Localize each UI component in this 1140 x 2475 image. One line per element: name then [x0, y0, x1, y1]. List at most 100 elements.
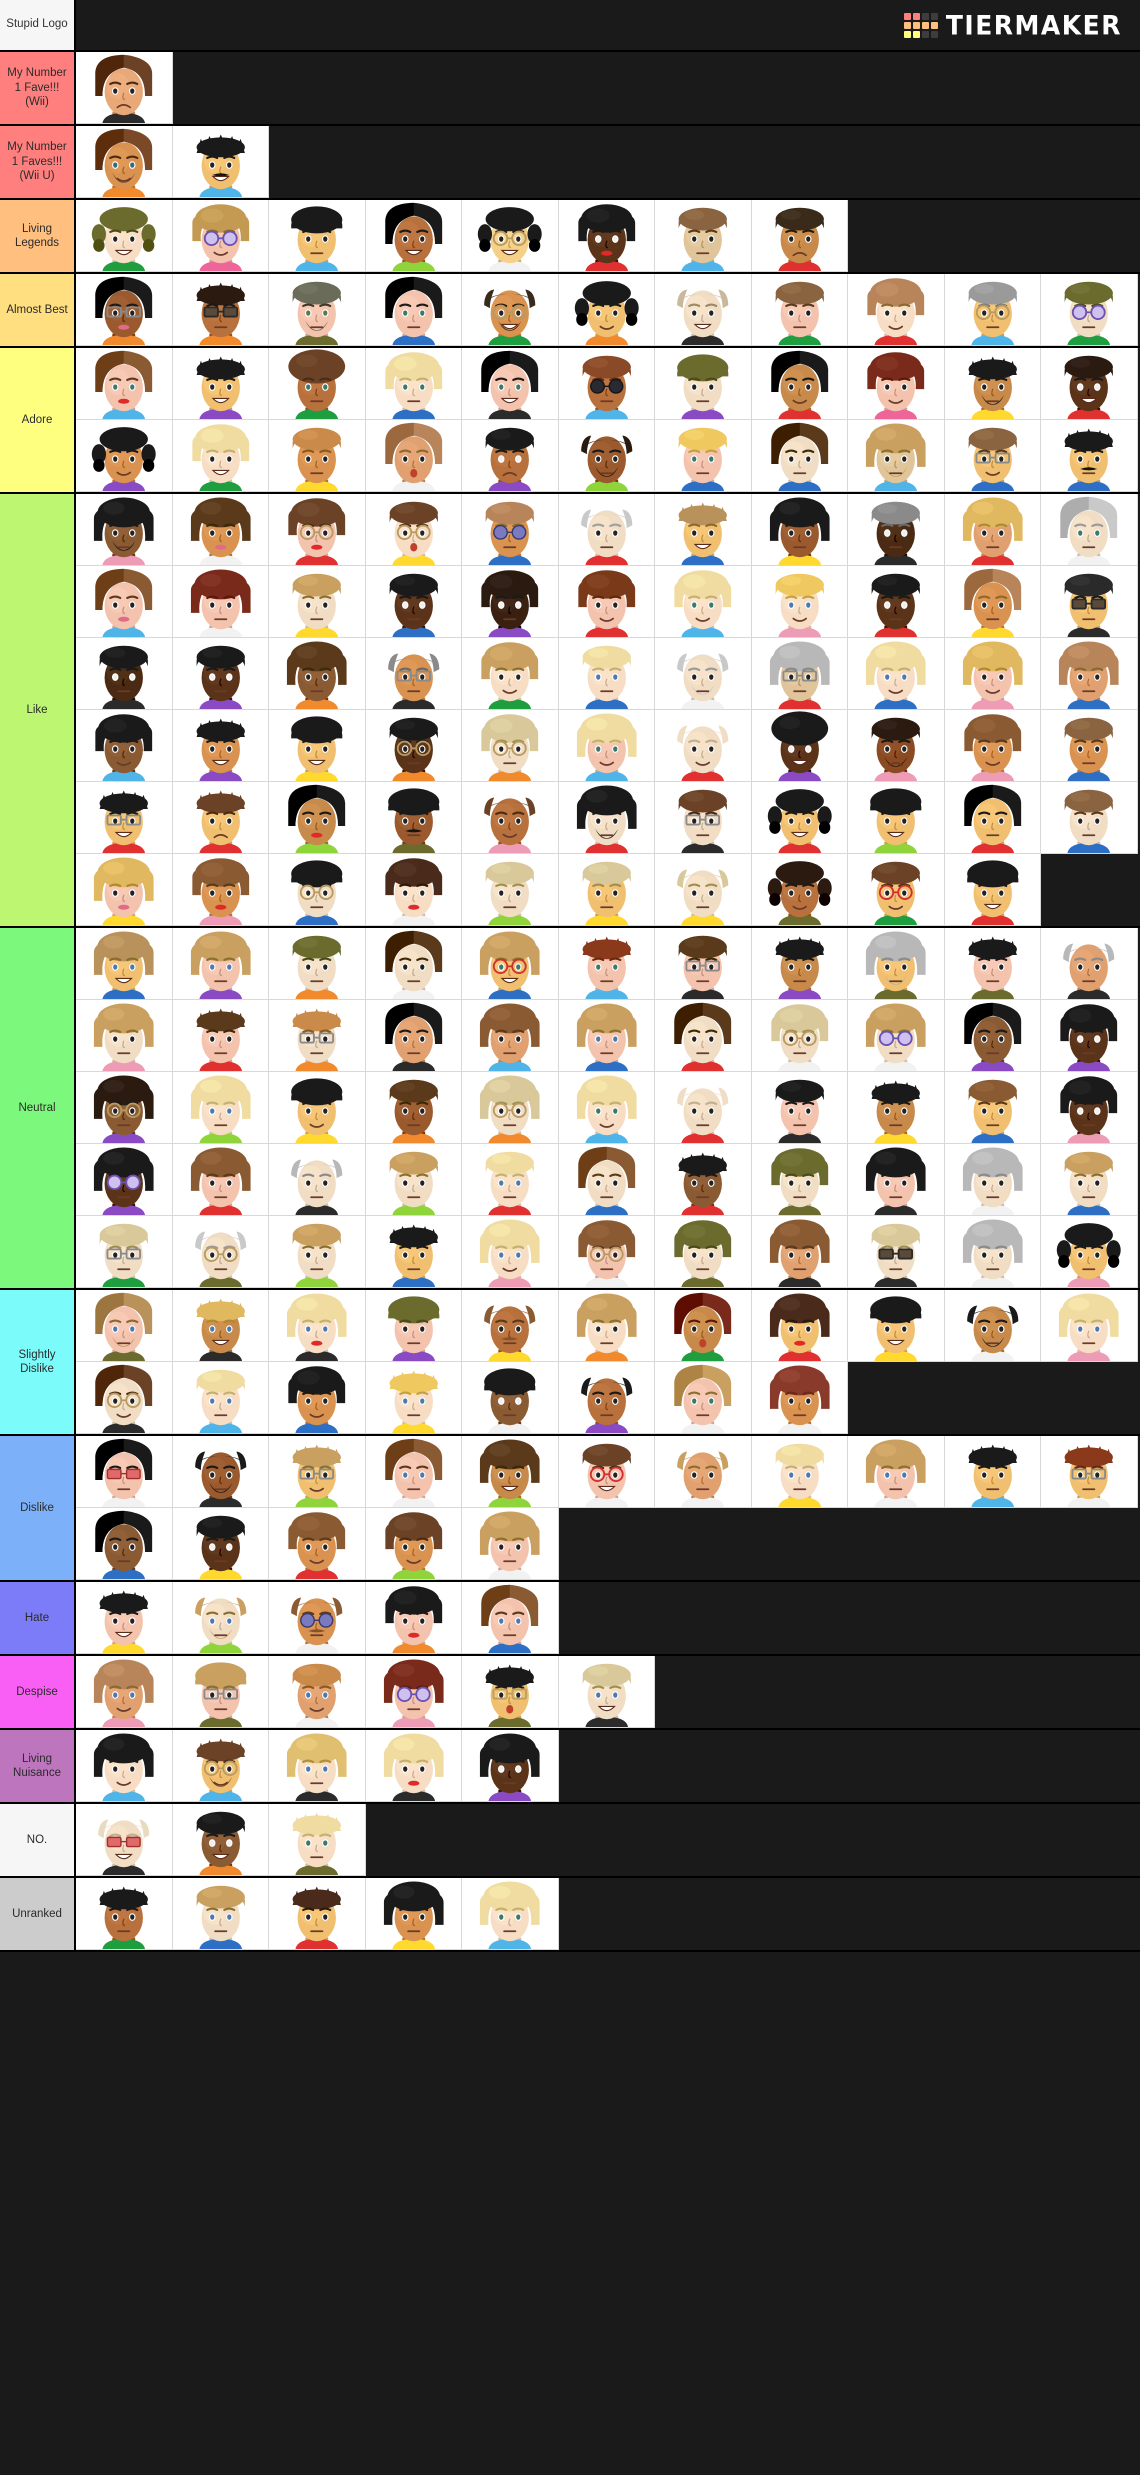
mii-item[interactable] [269, 928, 366, 1000]
mii-item[interactable] [848, 710, 945, 782]
mii-item[interactable] [462, 566, 559, 638]
mii-item[interactable] [751, 1290, 848, 1362]
mii-item[interactable] [365, 420, 462, 492]
mii-item[interactable] [1041, 348, 1138, 420]
mii-item[interactable] [655, 274, 752, 346]
mii-item[interactable] [558, 638, 655, 710]
tier-label-unranked[interactable]: Unranked [0, 1878, 76, 1950]
mii-item[interactable] [365, 566, 462, 638]
mii-item[interactable] [944, 1072, 1041, 1144]
mii-item[interactable] [1041, 1072, 1138, 1144]
mii-item[interactable] [751, 348, 848, 420]
tier-label-hate[interactable]: Hate [0, 1582, 76, 1654]
mii-item[interactable] [751, 1216, 848, 1288]
mii-item[interactable] [462, 1508, 559, 1580]
mii-item[interactable] [462, 782, 559, 854]
mii-item[interactable] [848, 1144, 945, 1216]
mii-item[interactable] [462, 1878, 559, 1950]
mii-item[interactable] [76, 348, 173, 420]
mii-item[interactable] [848, 1000, 945, 1072]
mii-item[interactable] [172, 126, 269, 198]
mii-item[interactable] [655, 1000, 752, 1072]
mii-item[interactable] [365, 1216, 462, 1288]
mii-item[interactable] [558, 348, 655, 420]
mii-item[interactable] [172, 1804, 269, 1876]
mii-item[interactable] [76, 126, 173, 198]
mii-item[interactable] [1041, 928, 1138, 1000]
mii-item[interactable] [558, 710, 655, 782]
mii-item[interactable] [269, 1216, 366, 1288]
mii-item[interactable] [944, 494, 1041, 566]
mii-item[interactable] [655, 782, 752, 854]
tier-label-living-nuisance[interactable]: Living Nuisance [0, 1730, 76, 1802]
mii-item[interactable] [558, 782, 655, 854]
mii-item[interactable] [76, 710, 173, 782]
mii-item[interactable] [76, 1000, 173, 1072]
mii-item[interactable] [751, 638, 848, 710]
mii-item[interactable] [269, 1730, 366, 1802]
mii-item[interactable] [462, 1436, 559, 1508]
mii-item[interactable] [172, 928, 269, 1000]
mii-item[interactable] [751, 1000, 848, 1072]
mii-item[interactable] [172, 1508, 269, 1580]
mii-item[interactable] [944, 928, 1041, 1000]
mii-item[interactable] [944, 1000, 1041, 1072]
mii-item[interactable] [76, 274, 173, 346]
mii-item[interactable] [76, 1656, 173, 1728]
mii-item[interactable] [365, 1878, 462, 1950]
mii-item[interactable] [848, 1290, 945, 1362]
mii-item[interactable] [848, 854, 945, 926]
mii-item[interactable] [655, 1072, 752, 1144]
mii-item[interactable] [172, 1656, 269, 1728]
mii-item[interactable] [76, 638, 173, 710]
mii-item[interactable] [269, 1804, 366, 1876]
mii-item[interactable] [462, 1362, 559, 1434]
mii-item[interactable] [269, 566, 366, 638]
mii-item[interactable] [269, 1878, 366, 1950]
mii-item[interactable] [462, 274, 559, 346]
mii-item[interactable] [558, 1072, 655, 1144]
mii-item[interactable] [751, 1362, 848, 1434]
mii-item[interactable] [1041, 1436, 1138, 1508]
mii-item[interactable] [462, 1582, 559, 1654]
mii-item[interactable] [751, 782, 848, 854]
mii-item[interactable] [462, 1072, 559, 1144]
mii-item[interactable] [655, 420, 752, 492]
mii-item[interactable] [365, 494, 462, 566]
mii-item[interactable] [172, 1362, 269, 1434]
mii-item[interactable] [365, 638, 462, 710]
mii-item[interactable] [269, 782, 366, 854]
mii-item[interactable] [848, 782, 945, 854]
mii-item[interactable] [751, 1144, 848, 1216]
mii-item[interactable] [76, 1436, 173, 1508]
mii-item[interactable] [558, 200, 655, 272]
mii-item[interactable] [1041, 566, 1138, 638]
mii-item[interactable] [558, 928, 655, 1000]
mii-item[interactable] [944, 566, 1041, 638]
mii-item[interactable] [655, 710, 752, 782]
mii-item[interactable] [76, 928, 173, 1000]
mii-item[interactable] [172, 420, 269, 492]
mii-item[interactable] [365, 200, 462, 272]
mii-item[interactable] [172, 348, 269, 420]
mii-item[interactable] [76, 1878, 173, 1950]
mii-item[interactable] [944, 782, 1041, 854]
mii-item[interactable] [944, 420, 1041, 492]
mii-item[interactable] [751, 420, 848, 492]
mii-item[interactable] [172, 1216, 269, 1288]
mii-item[interactable] [944, 1144, 1041, 1216]
mii-item[interactable] [76, 1216, 173, 1288]
mii-item[interactable] [269, 1144, 366, 1216]
mii-item[interactable] [365, 1582, 462, 1654]
mii-item[interactable] [655, 1144, 752, 1216]
mii-item[interactable] [365, 1508, 462, 1580]
mii-item[interactable] [365, 348, 462, 420]
mii-item[interactable] [751, 494, 848, 566]
mii-item[interactable] [172, 1000, 269, 1072]
mii-item[interactable] [1041, 782, 1138, 854]
mii-item[interactable] [848, 348, 945, 420]
mii-item[interactable] [269, 1362, 366, 1434]
tier-label-living-legends[interactable]: Living Legends [0, 200, 76, 272]
mii-item[interactable] [558, 1656, 655, 1728]
mii-item[interactable] [944, 1290, 1041, 1362]
